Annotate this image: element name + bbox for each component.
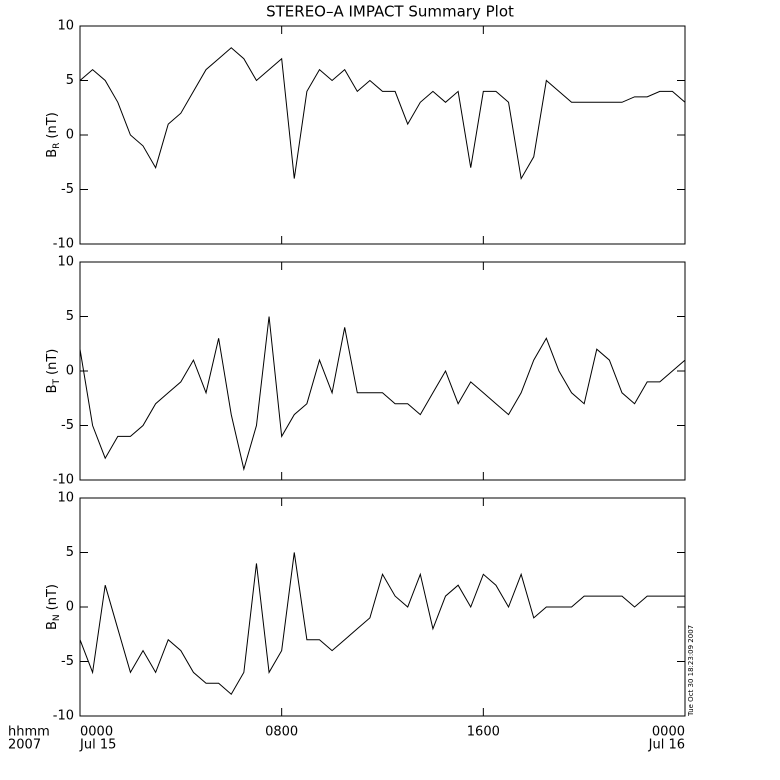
timestamp: Tue Oct 30 18:23:09 2007 [687,625,695,717]
data-line [79,552,685,695]
y-axis-label: BT (nT) [45,349,62,394]
y-tick-label: 0 [66,600,74,615]
x-tick-label: 0000 [80,725,113,740]
y-axis-label-unit: (nT) [45,584,60,610]
x-tick-label: 0800 [265,725,298,740]
y-tick-label: -10 [53,473,74,488]
plot-frame [79,261,686,481]
y-tick-label: 10 [57,491,74,506]
y-axis-label-sub: N [52,614,62,621]
plot-frame [79,25,686,245]
chart-title: STEREO–A IMPACT Summary Plot [266,3,514,21]
y-tick-label: -5 [61,182,74,197]
y-axis-label-sub: T [52,378,62,385]
y-tick-label: -10 [53,237,74,252]
y-tick-label: 10 [57,255,74,270]
y-tick-label: 5 [66,545,74,560]
x-tick-label: 0000 [652,725,685,740]
y-axis-label-unit: (nT) [45,112,60,138]
y-tick-label: -5 [61,418,74,433]
x-date-label: Jul 16 [648,738,685,753]
plot-frame [79,497,686,717]
y-axis-label-symbol: B [45,149,60,158]
y-tick-label: 5 [66,309,74,324]
x-unit-label: hhmm [8,725,50,740]
y-axis-label-symbol: B [45,384,60,393]
data-line [79,316,686,472]
x-year-label: 2007 [8,738,41,753]
y-tick-label: -10 [53,709,74,724]
y-axis-label: BR (nT) [45,112,62,158]
y-tick-label: 5 [66,73,74,88]
x-date-label: Jul 15 [79,738,116,753]
y-axis-label: BN (nT) [45,584,62,630]
y-tick-label: 10 [57,19,74,34]
y-axis-label-sub: R [52,143,62,149]
data-line [79,47,686,181]
y-tick-label: 0 [66,128,74,143]
y-tick-label: 0 [66,364,74,379]
y-axis-label-unit: (nT) [45,349,60,375]
x-tick-label: 1600 [467,725,500,740]
y-axis-label-symbol: B [45,621,60,630]
y-tick-label: -5 [61,654,74,669]
